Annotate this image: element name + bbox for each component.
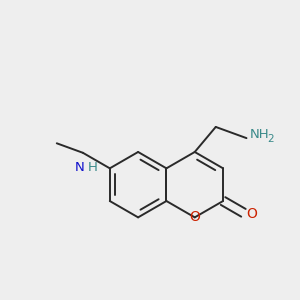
Text: 2: 2 [267, 134, 274, 144]
Text: NH: NH [250, 128, 269, 141]
Text: H: H [88, 161, 98, 174]
Text: N: N [75, 161, 85, 174]
Text: O: O [189, 210, 200, 224]
Text: O: O [246, 207, 257, 221]
